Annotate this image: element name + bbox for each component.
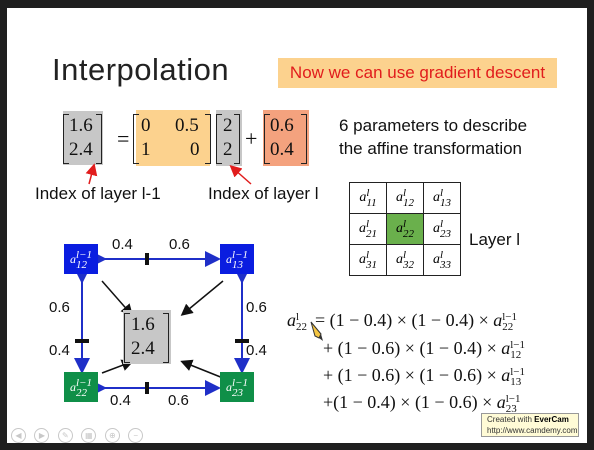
left-weight-b: 0.4 [49,342,70,359]
plus-sign: + [245,126,258,151]
curr-layer-label: Index of layer l [208,184,319,203]
bottom-weight-b: 0.6 [168,392,189,409]
prev-icon[interactable]: ◀ [11,428,26,443]
vector-value-1: 2 [223,115,233,136]
pen-icon[interactable]: ✎ [57,428,73,443]
center-right-bracket [163,313,169,363]
lhs-value-2: 2.4 [69,139,93,160]
grid-cell-21: a l 21 [349,213,387,245]
vector-right-bracket [234,114,240,164]
interpolation-diagram [74,251,250,396]
grid-cell-12: a l 12 [386,182,424,214]
vector-bg [216,110,242,166]
prev-layer-label: Index of layer l-1 [35,184,161,203]
minus-icon[interactable]: − [128,428,144,443]
matrix-bg [136,110,210,166]
layer-label: Layer l [469,230,521,249]
center-vector-bg [123,310,171,364]
grid-cell-33: a l 33 [423,244,461,276]
grid-icon[interactable]: ▦ [81,428,97,443]
bias-right-bracket [301,114,307,164]
formula-line-3: + (1 − 0.6) × (1 − 0.6) × a l−1 13 [323,365,525,388]
grid-cell-11: a l 11 [349,182,387,214]
slide: Interpolation Now we can use gradient de… [7,8,587,443]
equals-sign: = [117,126,130,151]
evercam-watermark: Created with EverCam http://www.camdemy.… [481,413,579,437]
node-top-right: a l−1 13 [220,244,254,274]
bias-value-2: 0.4 [270,139,294,160]
matrix-right-bracket [205,114,211,164]
bias-value-1: 0.6 [270,115,294,136]
lhs-left-bracket [63,114,69,164]
diag-arrow-tl [101,280,133,317]
right-weight-b: 0.4 [246,342,267,359]
grid-cell-31: a l 31 [349,244,387,276]
diag-arrow-br [180,359,224,379]
gradient-descent-callout: Now we can use gradient descent [278,58,557,88]
vector-value-2: 2 [223,139,233,160]
formula-lhs: a l 22 [287,310,307,333]
lhs-value-1: 1.6 [69,115,93,136]
bias-bg [263,110,309,166]
top-weight-a: 0.4 [112,236,133,253]
playback-toolbar[interactable]: ◀ ▶ ✎ ▦ ⊕ − [11,425,147,443]
grid-cell-32: a l 32 [386,244,424,276]
params-text-line-1: 6 parameters to describe [339,116,528,135]
prev-index-arrow [85,163,98,185]
curr-index-arrow [229,165,252,185]
params-text-line-2: the affine transformation [339,139,523,158]
left-weight-a: 0.6 [49,299,70,316]
center-value-2: 2.4 [131,338,155,359]
matrix-a11: 0 [141,115,151,136]
node-top-left: a l−1 12 [64,244,98,274]
matrix-a22: 0 [190,139,200,160]
zoom-icon[interactable]: ⊕ [104,428,120,443]
layer-grid: a l 11 a l 12 a l 13 a l 21 a l 22 a l 23 a l 31 a l 32 … [349,182,461,276]
node-bottom-right: a l−1 23 [220,372,254,402]
matrix-a12: 0.5 [175,115,199,136]
slide-title: Interpolation [52,52,230,87]
lhs-vector-bg [63,111,103,165]
vector-left-bracket [216,114,222,164]
grid-cell-22: a l 22 [386,213,424,245]
lhs-right-bracket [96,114,102,164]
node-bottom-left: a l−1 22 [64,372,98,402]
matrix-left-bracket [133,114,139,164]
bottom-weight-a: 0.4 [110,392,131,409]
grid-cell-13: a l 13 [423,182,461,214]
play-icon[interactable]: ▶ [34,428,50,443]
top-weight-b: 0.6 [169,236,190,253]
right-weight-a: 0.6 [246,299,267,316]
diag-arrow-tr [180,280,224,316]
matrix-a21: 1 [141,139,151,160]
center-value-1: 1.6 [131,314,155,335]
formula-line-4: +(1 − 0.4) × (1 − 0.6) × a l−1 23 [323,392,521,415]
bias-left-bracket [264,114,270,164]
formula-line-2: + (1 − 0.6) × (1 − 0.4) × a l−1 12 [323,338,525,361]
formula-line-1: = (1 − 0.4) × (1 − 0.4) × a l−1 22 [315,310,517,333]
pen-cursor-icon [310,321,323,341]
grid-cell-23: a l 23 [423,213,461,245]
index-arrows [85,163,252,185]
center-left-bracket [124,313,130,363]
